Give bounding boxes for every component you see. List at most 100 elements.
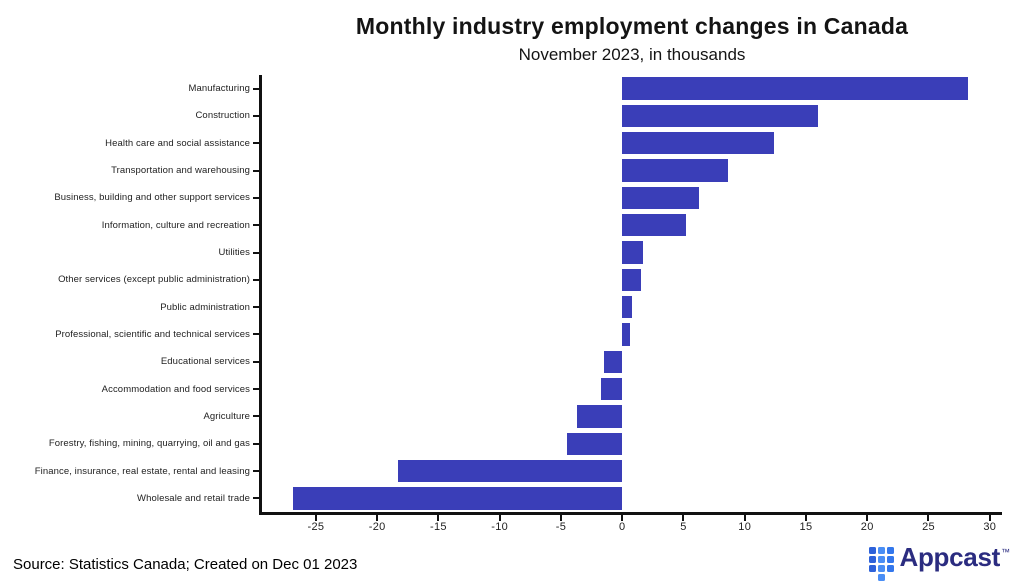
bar — [567, 432, 623, 455]
bar-row — [262, 157, 1002, 184]
bar — [622, 268, 641, 292]
x-tick-label: 5 — [680, 521, 687, 533]
x-tick-label: 20 — [860, 521, 874, 533]
y-tick — [253, 442, 259, 445]
x-tick — [621, 515, 624, 521]
x-tick — [559, 515, 562, 521]
category-labels: Manufacturing Construction Health care and… — [0, 75, 250, 512]
logo-brand-wrap: Appcast™ — [899, 542, 1010, 573]
bar — [622, 77, 968, 100]
bar — [622, 104, 819, 128]
category-label: Other services (except public administra… — [58, 274, 250, 286]
category-label: Public administration — [160, 301, 250, 313]
category-label: Transportation and warehousing — [111, 165, 250, 177]
y-tick — [253, 360, 259, 363]
y-axis-line — [259, 75, 262, 515]
logo-icon-square — [869, 565, 876, 572]
logo-icon-square — [878, 565, 885, 572]
category-label: Forestry, fishing, mining, quarrying, oi… — [48, 438, 250, 450]
bar — [622, 241, 643, 264]
x-tick — [376, 515, 379, 521]
x-tick-label: -20 — [368, 521, 386, 533]
bar — [601, 377, 623, 401]
x-tick — [927, 515, 930, 521]
y-tick — [253, 196, 259, 199]
y-tick — [253, 278, 259, 281]
logo-icon-square — [878, 556, 885, 563]
category-label: Professional, scientific and technical s… — [55, 328, 250, 340]
bar — [622, 186, 700, 210]
x-tick-label: 15 — [799, 521, 813, 533]
category-label: Construction — [195, 110, 250, 122]
x-tick-label: 0 — [618, 521, 626, 533]
category-label: Wholesale and retail trade — [137, 492, 250, 504]
category-label: Information, culture and recreation — [101, 219, 250, 231]
x-tick-label: -10 — [491, 521, 509, 533]
x-axis-line — [259, 512, 1002, 515]
bar-row — [262, 403, 1002, 430]
bar-row — [262, 212, 1002, 239]
bar-row — [262, 430, 1002, 457]
x-tick-label: 30 — [983, 521, 997, 533]
logo-icon-column — [878, 547, 885, 581]
bar-row — [262, 184, 1002, 211]
y-tick — [253, 169, 259, 172]
chart-subtitle: November 2023, in thousands — [518, 45, 746, 64]
y-tick — [253, 251, 259, 254]
category-label: Accommodation and food services — [101, 383, 250, 395]
bar — [292, 487, 623, 510]
bar — [622, 323, 630, 346]
y-tick — [253, 142, 259, 145]
appcast-logo: Appcast™ — [869, 542, 1010, 581]
logo-icon-square — [869, 556, 876, 563]
bar — [576, 405, 623, 428]
x-tick — [682, 515, 685, 521]
bar-row — [262, 130, 1002, 157]
logo-icon-column — [887, 547, 894, 581]
logo-icon-square — [887, 565, 894, 572]
bar-row — [262, 457, 1002, 484]
x-tick-label: -25 — [307, 521, 325, 533]
category-label: Agriculture — [203, 410, 250, 422]
category-label: Finance, insurance, real estate, rental … — [34, 465, 250, 477]
x-tick-label: -15 — [430, 521, 447, 533]
x-tick — [437, 515, 440, 521]
y-tick — [253, 114, 259, 117]
category-label: Utilities — [218, 247, 250, 259]
x-tick-label: 25 — [922, 521, 935, 533]
y-tick — [253, 497, 259, 500]
x-tick — [498, 515, 501, 521]
y-tick — [253, 388, 259, 391]
appcast-logo-icon — [869, 543, 894, 581]
bar — [603, 350, 623, 373]
y-tick — [253, 224, 259, 227]
bar-row — [262, 321, 1002, 348]
x-tick — [743, 515, 746, 521]
x-tick-label: -5 — [555, 521, 567, 533]
logo-icon-square — [887, 556, 894, 563]
bar-row — [262, 75, 1002, 102]
logo-icon-square — [878, 547, 885, 554]
bar-row — [262, 485, 1002, 512]
bar — [622, 295, 632, 319]
logo-brand: Appcast — [899, 542, 1001, 572]
bar-row — [262, 266, 1002, 293]
bar — [397, 459, 623, 483]
category-label: Educational services — [160, 356, 250, 368]
bar — [622, 214, 686, 237]
y-tick — [253, 415, 259, 418]
bar-row — [262, 375, 1002, 402]
logo-icon-square — [878, 574, 885, 581]
y-tick — [253, 470, 259, 473]
category-label: Health care and social assistance — [105, 137, 250, 149]
bar-row — [262, 102, 1002, 129]
x-tick-label: 10 — [738, 521, 752, 533]
source-note: Source: Statistics Canada; Created on De… — [13, 556, 358, 573]
chart-title: Monthly industry employment changes in C… — [355, 13, 909, 39]
category-label: Manufacturing — [188, 83, 250, 95]
y-tick — [253, 87, 259, 90]
bar-row — [262, 348, 1002, 375]
y-tick — [253, 306, 259, 309]
plot-area: -25 -20 -15 -10 -5 0 5 10 15 20 25 30 — [253, 75, 1002, 533]
